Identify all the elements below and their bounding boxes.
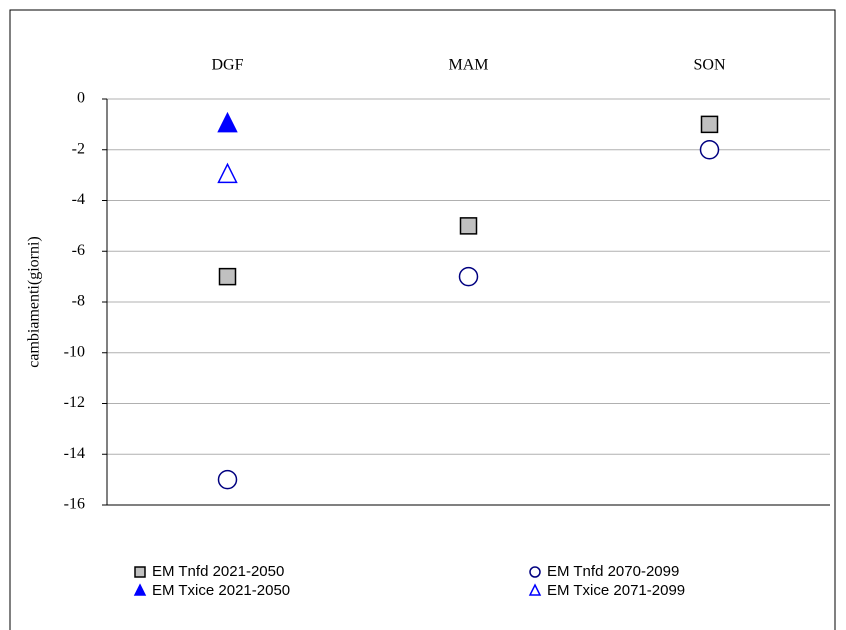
data-point bbox=[458, 266, 479, 287]
y-tick-label: -6 bbox=[72, 242, 85, 259]
legend-label: EM Tnfd 2070-2099 bbox=[547, 563, 679, 580]
y-tick-label: -2 bbox=[72, 140, 85, 157]
chart-frame bbox=[9, 9, 836, 630]
y-tick-label: -4 bbox=[72, 191, 85, 208]
legend-label: EM Tnfd 2021-2050 bbox=[152, 563, 284, 580]
data-point bbox=[217, 162, 238, 184]
y-tick-label: 0 bbox=[77, 90, 85, 107]
data-point bbox=[459, 217, 478, 235]
legend-marker bbox=[528, 583, 542, 596]
category-label: MAM bbox=[448, 57, 488, 74]
legend-label: EM Txice 2071-2099 bbox=[547, 582, 685, 599]
legend-label: EM Txice 2021-2050 bbox=[152, 582, 290, 599]
y-tick-label: -8 bbox=[72, 293, 85, 310]
legend-marker bbox=[134, 566, 146, 578]
y-tick-label: -10 bbox=[64, 343, 85, 360]
data-point bbox=[699, 140, 720, 160]
legend-marker bbox=[529, 566, 541, 578]
data-point bbox=[217, 111, 238, 133]
y-axis-title: cambiamenti(giorni) bbox=[26, 236, 43, 368]
legend-marker bbox=[133, 583, 147, 596]
data-point bbox=[218, 267, 237, 286]
category-label: SON bbox=[693, 57, 725, 74]
data-point bbox=[700, 115, 719, 134]
y-tick-label: -16 bbox=[64, 496, 85, 513]
y-tick-label: -14 bbox=[64, 445, 85, 462]
category-label: DGF bbox=[211, 57, 243, 74]
y-tick-label: -12 bbox=[64, 394, 85, 411]
data-point bbox=[217, 469, 238, 490]
